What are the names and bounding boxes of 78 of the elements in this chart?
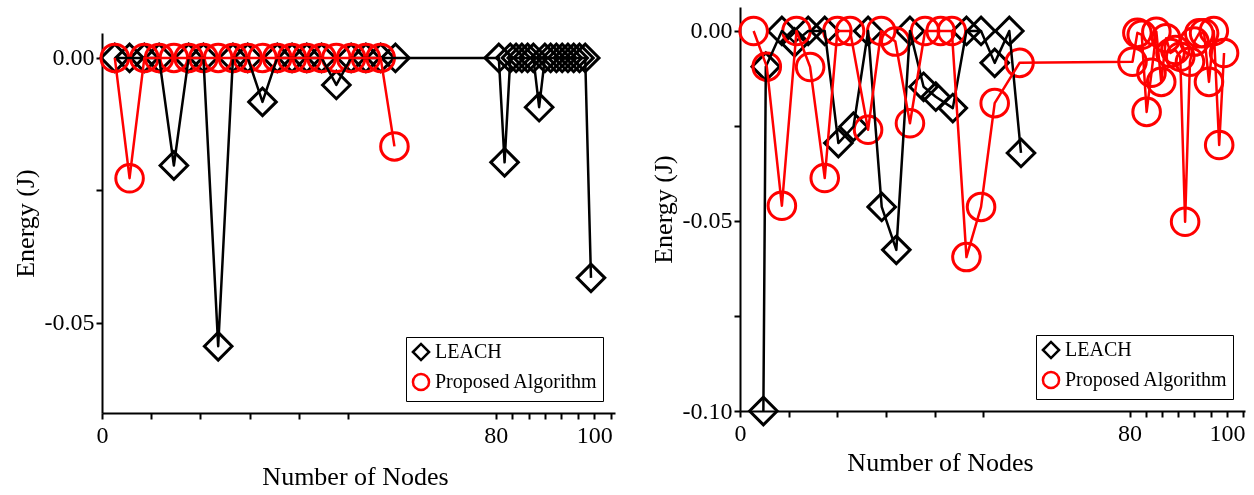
x-axis-title: Number of Nodes bbox=[847, 447, 1034, 477]
point bbox=[495, 42, 526, 74]
y-tick-label: 0.00 bbox=[690, 17, 733, 44]
point bbox=[738, 15, 769, 47]
point bbox=[512, 42, 543, 74]
y-tick-label: -0.05 bbox=[44, 309, 95, 336]
point bbox=[379, 131, 410, 162]
point bbox=[202, 330, 234, 362]
x-tick-label: 0 bbox=[734, 419, 747, 446]
point bbox=[483, 42, 515, 74]
point bbox=[994, 15, 1025, 47]
x-axis-title: Number of Nodes bbox=[262, 461, 449, 491]
point bbox=[569, 42, 601, 74]
point bbox=[1117, 46, 1148, 77]
point bbox=[1174, 46, 1206, 77]
point bbox=[523, 91, 555, 123]
point bbox=[158, 42, 190, 74]
point bbox=[202, 42, 234, 74]
point bbox=[834, 15, 866, 47]
x-tick-label: 80 bbox=[1118, 419, 1143, 446]
point bbox=[1169, 206, 1201, 237]
point bbox=[979, 87, 1010, 119]
y-tick-label: -0.10 bbox=[682, 397, 733, 424]
point bbox=[564, 42, 595, 74]
point bbox=[748, 395, 779, 427]
point bbox=[1203, 129, 1235, 161]
point bbox=[852, 114, 884, 146]
point bbox=[1004, 47, 1035, 79]
point bbox=[794, 51, 826, 83]
point bbox=[1005, 137, 1037, 169]
point bbox=[1131, 96, 1162, 128]
point bbox=[1208, 37, 1240, 69]
point bbox=[822, 15, 853, 47]
point bbox=[937, 92, 969, 124]
x-tick-label: 80 bbox=[484, 421, 509, 448]
point bbox=[909, 15, 941, 47]
x-tick-label: 0 bbox=[96, 421, 109, 448]
point bbox=[766, 190, 798, 222]
y-tick-label: 0.00 bbox=[52, 44, 95, 71]
legend-label: Proposed Algorithm bbox=[435, 370, 598, 393]
point bbox=[881, 234, 912, 266]
point bbox=[541, 42, 572, 74]
point bbox=[809, 162, 841, 194]
point bbox=[965, 15, 997, 47]
legend-label: LEACH bbox=[435, 340, 502, 362]
point bbox=[1179, 26, 1210, 57]
point bbox=[965, 191, 997, 223]
point bbox=[925, 15, 956, 47]
point bbox=[866, 191, 897, 223]
point bbox=[1141, 16, 1172, 47]
point bbox=[575, 262, 607, 294]
point bbox=[158, 150, 190, 181]
point bbox=[1164, 41, 1196, 73]
point bbox=[1150, 22, 1182, 54]
point bbox=[321, 69, 352, 101]
point bbox=[908, 71, 939, 103]
x-tick-label: 100 bbox=[1209, 419, 1246, 446]
point bbox=[1145, 66, 1177, 98]
point bbox=[558, 42, 589, 74]
point bbox=[979, 47, 1010, 79]
point bbox=[247, 86, 278, 118]
point bbox=[1193, 66, 1225, 98]
point bbox=[920, 81, 952, 112]
legend-label: Proposed Algorithm bbox=[1065, 368, 1228, 391]
y-axis-title: Energy (J) bbox=[648, 155, 678, 264]
x-tick-label: 100 bbox=[576, 421, 613, 448]
point bbox=[489, 147, 520, 178]
legend-label: LEACH bbox=[1065, 338, 1132, 360]
point bbox=[500, 42, 532, 74]
point bbox=[506, 42, 538, 74]
point bbox=[114, 162, 145, 194]
point bbox=[380, 42, 411, 74]
point bbox=[1136, 57, 1167, 89]
point bbox=[894, 108, 926, 139]
point bbox=[951, 241, 982, 273]
y-axis-title: Energy (J) bbox=[10, 169, 40, 278]
point bbox=[1198, 15, 1230, 47]
y-tick-label: -0.05 bbox=[682, 207, 733, 234]
